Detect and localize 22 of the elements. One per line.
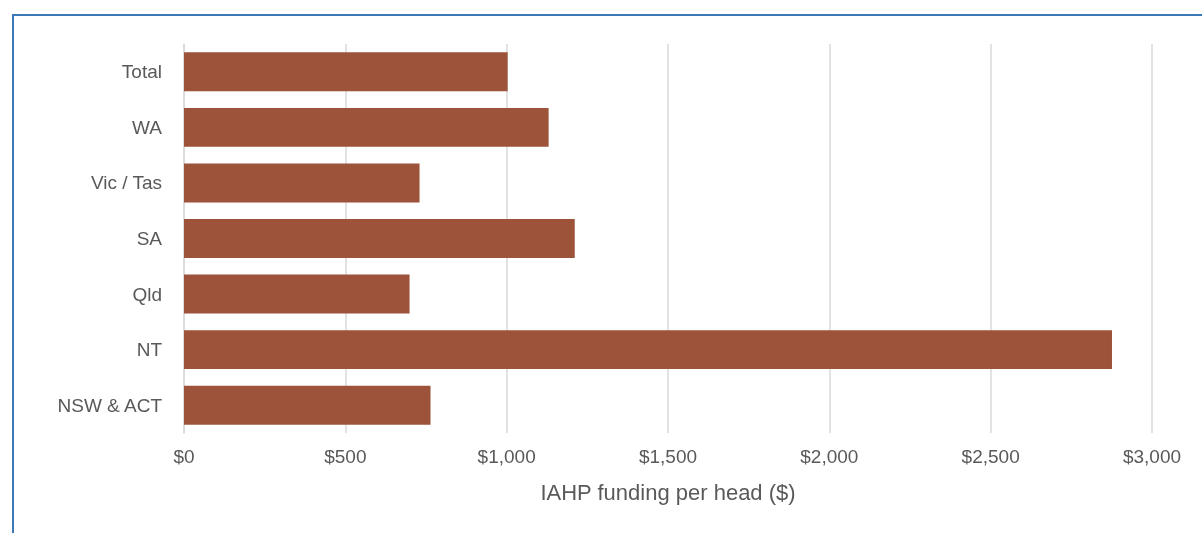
bar — [184, 52, 508, 92]
bar — [184, 219, 575, 258]
bar — [184, 330, 1112, 370]
y-tick-label: NSW & ACT — [57, 394, 163, 416]
bar — [184, 163, 420, 203]
x-axis-title: IAHP funding per head ($) — [540, 479, 796, 505]
bar — [184, 107, 549, 147]
y-tick-label: SA — [136, 228, 163, 249]
y-tick-label: Qld — [132, 283, 162, 305]
y-tick-label: NT — [136, 339, 163, 361]
x-tick-label: $1,000 — [477, 446, 536, 467]
y-tick-label: Total — [121, 61, 162, 83]
y-tick-label: Vic / Tas — [90, 172, 162, 194]
x-tick-label: $0 — [173, 446, 195, 467]
x-tick-label: $500 — [324, 446, 367, 467]
bar — [184, 385, 431, 425]
x-tick-label: $2,500 — [961, 446, 1020, 467]
x-tick-label: $1,500 — [638, 446, 698, 467]
bar — [184, 274, 410, 314]
y-tick-label: WA — [132, 116, 163, 138]
x-tick-label: $2,000 — [800, 446, 859, 467]
x-tick-label: $3,000 — [1122, 446, 1182, 467]
